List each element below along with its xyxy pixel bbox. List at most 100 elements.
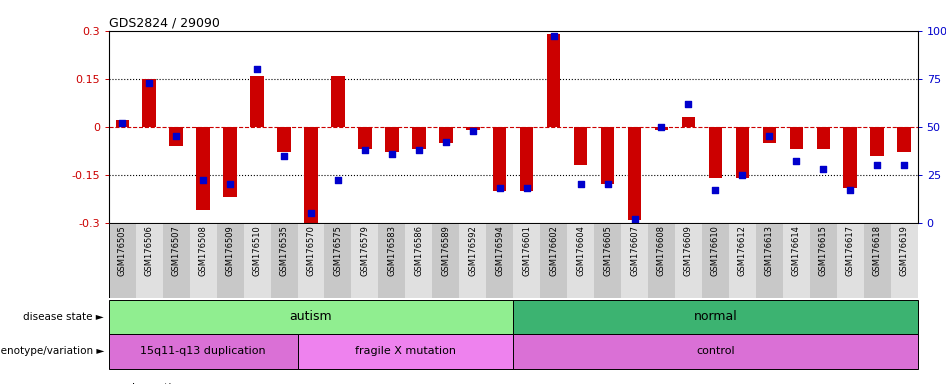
Text: GSM176618: GSM176618 (872, 225, 882, 276)
Point (815, 166, 831, 172)
Bar (412, 127, 426, 149)
Point (222, 181, 237, 187)
Bar (702, 223, 729, 298)
Point (708, 187, 723, 193)
Point (304, 210, 319, 216)
Bar (675, 223, 702, 298)
Text: GSM176604: GSM176604 (576, 225, 586, 276)
Point (276, 152, 291, 159)
Bar (844, 127, 857, 187)
Bar (223, 127, 236, 197)
Text: GSM176608: GSM176608 (657, 225, 666, 276)
Bar (540, 223, 568, 298)
Bar (790, 127, 803, 149)
Point (869, 162, 885, 168)
Bar (277, 127, 290, 152)
Text: GSM176589: GSM176589 (441, 225, 450, 276)
Bar (514, 223, 540, 298)
Bar (359, 127, 372, 149)
Point (168, 133, 184, 139)
Text: GSM176570: GSM176570 (307, 225, 316, 276)
Point (358, 147, 373, 153)
Bar (709, 127, 722, 178)
Bar (898, 127, 911, 152)
Point (412, 147, 427, 153)
Point (681, 101, 696, 107)
Bar (816, 127, 830, 149)
Text: GSM176613: GSM176613 (764, 225, 774, 276)
Bar (297, 223, 324, 298)
Text: GSM176586: GSM176586 (414, 225, 424, 276)
Text: control: control (696, 346, 735, 356)
Point (384, 151, 399, 157)
Point (196, 177, 211, 184)
Text: GSM176614: GSM176614 (792, 225, 801, 276)
Bar (352, 223, 378, 298)
Bar (271, 223, 297, 298)
Text: GSM176592: GSM176592 (468, 225, 478, 276)
Bar (385, 127, 398, 152)
Text: GSM176509: GSM176509 (225, 225, 235, 276)
Text: GSM176602: GSM176602 (549, 225, 558, 276)
Bar (622, 223, 648, 298)
Bar (109, 300, 514, 334)
Text: GSM176605: GSM176605 (603, 225, 612, 276)
Bar (378, 223, 406, 298)
Bar (782, 223, 810, 298)
Bar (547, 34, 560, 127)
Point (250, 66, 265, 72)
Text: disease state ►: disease state ► (24, 312, 104, 322)
Bar (244, 223, 271, 298)
Bar (439, 127, 452, 143)
Point (114, 120, 130, 126)
Bar (655, 127, 668, 130)
Bar (870, 127, 884, 156)
Bar (574, 127, 587, 165)
Text: GSM176507: GSM176507 (171, 225, 181, 276)
Bar (648, 223, 675, 298)
Bar (143, 79, 156, 127)
Text: GSM176594: GSM176594 (495, 225, 504, 276)
Bar (109, 334, 297, 369)
Text: fragile X mutation: fragile X mutation (355, 346, 456, 356)
Bar (331, 76, 344, 127)
Bar (514, 334, 918, 369)
Bar (493, 127, 506, 191)
Bar (514, 300, 918, 334)
Point (438, 139, 453, 145)
Bar (190, 223, 217, 298)
Text: ■: ■ (114, 381, 125, 384)
Point (897, 162, 912, 168)
Bar (486, 223, 513, 298)
Bar (601, 127, 614, 184)
Bar (594, 223, 622, 298)
Bar (197, 127, 210, 210)
Text: GDS2824 / 29090: GDS2824 / 29090 (109, 17, 219, 30)
Bar (136, 223, 163, 298)
Bar (460, 223, 486, 298)
Bar (729, 223, 756, 298)
Bar (324, 223, 352, 298)
Bar (432, 223, 460, 298)
Bar (406, 223, 432, 298)
Point (330, 177, 345, 184)
Bar (736, 127, 749, 178)
Bar (163, 223, 190, 298)
Text: GSM176508: GSM176508 (199, 225, 208, 276)
Point (789, 158, 804, 164)
Bar (115, 120, 129, 127)
Bar (628, 127, 641, 220)
Point (573, 181, 588, 187)
Text: GSM176607: GSM176607 (630, 225, 639, 276)
Bar (568, 223, 594, 298)
Text: genotype/variation ►: genotype/variation ► (0, 346, 104, 356)
Point (465, 127, 481, 134)
Point (843, 187, 858, 193)
Bar (682, 117, 695, 127)
Text: GSM176612: GSM176612 (738, 225, 747, 276)
Text: GSM176609: GSM176609 (684, 225, 693, 276)
Point (735, 172, 750, 178)
Point (519, 185, 534, 191)
Bar (810, 223, 836, 298)
Bar (891, 223, 918, 298)
